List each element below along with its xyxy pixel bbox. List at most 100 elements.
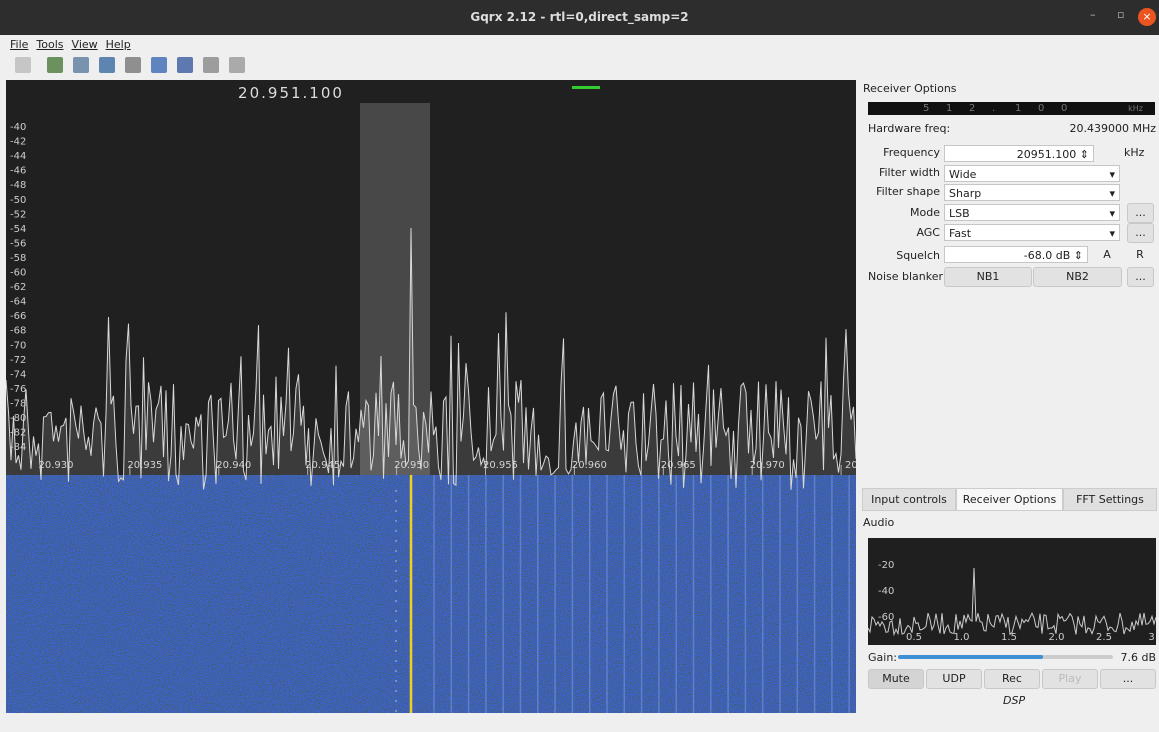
audio-x-label: 0.5 <box>906 632 922 643</box>
menu-item[interactable]: View <box>72 38 98 51</box>
toolbar-button[interactable] <box>47 57 63 73</box>
close[interactable]: × <box>1138 8 1156 26</box>
y-tick-label: -52 <box>10 209 26 220</box>
hw-freq-label: Hardware freq: <box>868 122 950 135</box>
y-tick-label: -46 <box>10 166 26 177</box>
panel-title: Receiver Options <box>863 82 957 95</box>
filter-width-label: Filter width <box>820 166 940 179</box>
toolbar-button[interactable] <box>151 57 167 73</box>
lcd-digit: 2 <box>969 102 975 115</box>
y-tick-label: -48 <box>10 180 26 191</box>
y-tick-label: -60 <box>10 268 26 279</box>
lcd-digit: 1 <box>1015 102 1021 115</box>
center-frequency: 20.951.100 <box>238 84 344 102</box>
y-tick-label: -66 <box>10 311 26 322</box>
audio-button[interactable]: Play <box>1042 669 1098 689</box>
nb1[interactable]: NB1 <box>944 267 1032 287</box>
filter-shape: Sharp <box>949 187 981 200</box>
mode-options[interactable]: ... <box>1127 203 1154 223</box>
lcd-digit: 0 <box>1038 102 1044 115</box>
frequency-label: Frequency <box>820 146 940 159</box>
lcd-unit: kHz <box>1128 102 1143 115</box>
y-tick-label: -54 <box>10 224 26 235</box>
y-tick-label: -50 <box>10 195 26 206</box>
y-tick-label: -58 <box>10 253 26 264</box>
y-tick-label: -78 <box>10 398 26 409</box>
menu-item[interactable]: File <box>10 38 28 51</box>
y-tick-label: -64 <box>10 297 26 308</box>
y-tick-label: -42 <box>10 137 26 148</box>
squelch-input[interactable]: -68.0 dB ⇕ <box>944 246 1088 263</box>
gain-value: 7.6 dB <box>1120 651 1156 664</box>
y-tick-label: -70 <box>10 340 26 351</box>
toolbar <box>15 55 265 77</box>
mode: LSB <box>949 207 970 220</box>
audio-x-label: 1.0 <box>954 632 970 643</box>
mode-combo[interactable]: LSB▾ <box>944 204 1120 221</box>
dsp-label: DSP <box>1003 694 1025 707</box>
filter-width: Wide <box>949 168 976 181</box>
audio-x-label: 2.5 <box>1096 632 1112 643</box>
filter-shape-combo[interactable]: Sharp▾ <box>944 184 1120 201</box>
audio-button[interactable]: Mute <box>868 669 924 689</box>
toolbar-button[interactable] <box>73 57 89 73</box>
spectrum-view: 20.951.100 -40 -42 -44 -46 -48 -50 -52 -54 -56 -5… <box>6 80 856 713</box>
lcd-digit: 0 <box>1061 102 1067 115</box>
audio-y-label: -20 <box>878 560 894 571</box>
squelch-label: Squelch <box>820 249 940 262</box>
y-tick-label: -56 <box>10 238 26 249</box>
nb-options[interactable]: ... <box>1127 267 1154 287</box>
tab[interactable]: Input controls <box>862 488 956 511</box>
gain-fill <box>898 655 1043 659</box>
mode-label: Mode <box>820 206 940 219</box>
title-bar: Gqrx 2.12 - rtl=0,direct_samp=2 – ▫ × <box>0 0 1159 35</box>
squelch-reset[interactable]: R <box>1125 245 1155 265</box>
lcd-digit: 1 <box>946 102 952 115</box>
maximize[interactable]: ▫ <box>1117 8 1124 21</box>
frequency-value: 20951.100 <box>1017 148 1077 161</box>
agc-options[interactable]: ... <box>1127 223 1154 243</box>
agc: Fast <box>949 227 971 240</box>
y-tick-label: -62 <box>10 282 26 293</box>
audio-y-label: -40 <box>878 586 894 597</box>
filter-width-combo[interactable]: Wide▾ <box>944 165 1120 182</box>
audio-x-label: 3 <box>1148 632 1154 643</box>
gain-slider[interactable] <box>898 655 1113 659</box>
menu-item[interactable]: Help <box>106 38 131 51</box>
window-title: Gqrx 2.12 - rtl=0,direct_samp=2 <box>0 10 1159 24</box>
toolbar-button[interactable] <box>203 57 219 73</box>
audio-buttons: MuteUDPRecPlay... <box>868 669 1156 689</box>
frequency-input[interactable]: 20951.100 ⇕ <box>944 145 1094 162</box>
tab[interactable]: FFT Settings <box>1063 488 1157 511</box>
filter-shape-label: Filter shape <box>820 185 940 198</box>
squelch: -68.0 dB <box>1024 249 1071 262</box>
toolbar-button[interactable] <box>125 57 141 73</box>
toolbar-button[interactable] <box>15 57 31 73</box>
toolbar-button[interactable] <box>177 57 193 73</box>
toolbar-button[interactable] <box>229 57 245 73</box>
squelch-auto[interactable]: A <box>1092 245 1122 265</box>
minimize[interactable]: – <box>1090 8 1096 21</box>
tab[interactable]: Receiver Options <box>956 488 1063 511</box>
audio-button[interactable]: Rec <box>984 669 1040 689</box>
menu-item[interactable]: Tools <box>36 38 63 51</box>
gain-label: Gain: <box>868 651 897 664</box>
menu-bar: File Tools View Help <box>10 38 139 52</box>
hw-freq: 20.439000 MHz <box>1069 122 1156 135</box>
y-tick-label: -40 <box>10 122 26 133</box>
app: Gqrx 2.12 - rtl=0,direct_samp=2 – ▫ × Fi… <box>0 0 1159 732</box>
y-tick-label: -44 <box>10 151 26 162</box>
toolbar-button[interactable] <box>99 57 115 73</box>
agc-combo[interactable]: Fast▾ <box>944 224 1120 241</box>
audio-button[interactable]: UDP <box>926 669 982 689</box>
lcd-digit: . <box>992 102 995 115</box>
audio-y-label: -60 <box>878 612 894 623</box>
y-tick-label: -76 <box>10 384 26 395</box>
audio-button[interactable]: ... <box>1100 669 1156 689</box>
audio-x-label: 1.5 <box>1001 632 1017 643</box>
nb2[interactable]: NB2 <box>1033 267 1122 287</box>
y-tick-label: -72 <box>10 355 26 366</box>
audio-title: Audio <box>863 516 894 529</box>
